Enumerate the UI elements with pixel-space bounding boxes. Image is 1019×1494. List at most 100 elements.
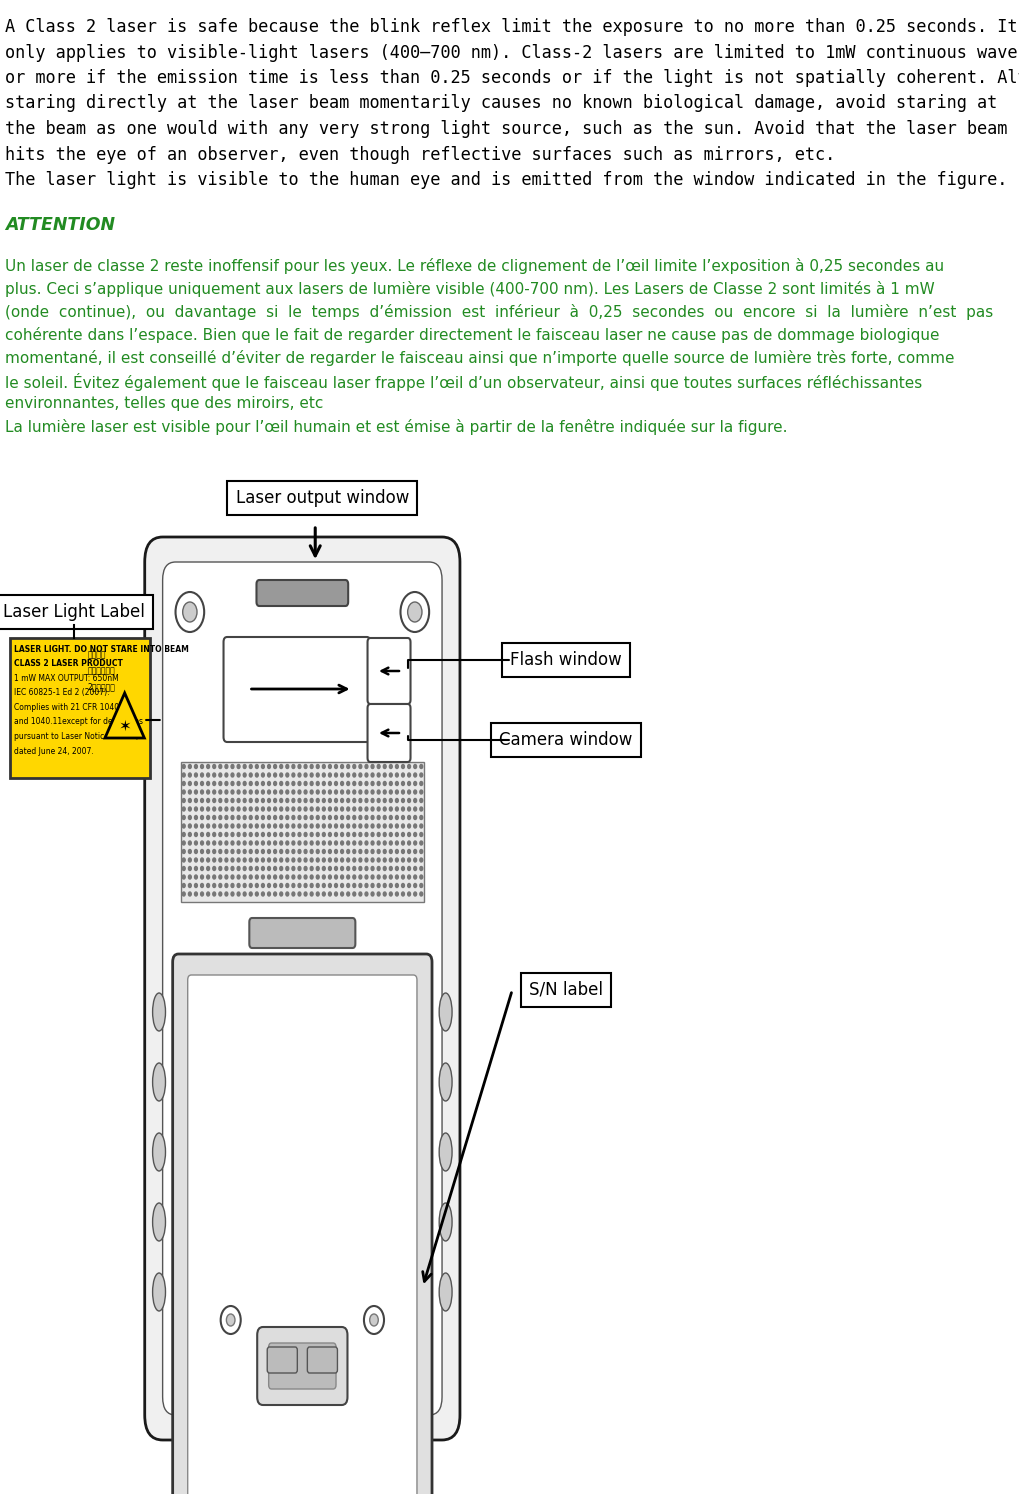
Circle shape: [244, 798, 247, 802]
Circle shape: [408, 858, 411, 862]
Circle shape: [274, 850, 276, 853]
Circle shape: [420, 841, 423, 846]
Text: LASER LIGHT. DO NOT STARE INTO BEAM: LASER LIGHT. DO NOT STARE INTO BEAM: [13, 645, 189, 654]
Circle shape: [237, 875, 240, 878]
Circle shape: [340, 832, 343, 837]
Text: only applies to visible-light lasers (400–700 nm). Class-2 lasers are limited to: only applies to visible-light lasers (40…: [5, 43, 1019, 61]
Circle shape: [359, 765, 362, 768]
Circle shape: [414, 765, 417, 768]
Circle shape: [298, 875, 301, 878]
Circle shape: [182, 850, 185, 853]
Circle shape: [401, 772, 405, 777]
Circle shape: [182, 832, 185, 837]
Circle shape: [408, 781, 411, 786]
FancyBboxPatch shape: [267, 1348, 298, 1373]
Circle shape: [383, 875, 386, 878]
Circle shape: [401, 867, 405, 871]
Circle shape: [244, 781, 247, 786]
Circle shape: [262, 875, 264, 878]
Circle shape: [316, 790, 319, 793]
Circle shape: [256, 807, 258, 811]
Circle shape: [408, 602, 422, 622]
Circle shape: [401, 798, 405, 802]
Circle shape: [286, 825, 288, 828]
Circle shape: [401, 781, 405, 786]
Circle shape: [346, 875, 350, 878]
Circle shape: [377, 832, 380, 837]
Circle shape: [231, 867, 234, 871]
Circle shape: [292, 816, 294, 820]
Circle shape: [359, 850, 362, 853]
Ellipse shape: [153, 1064, 165, 1101]
Circle shape: [414, 867, 417, 871]
Circle shape: [383, 850, 386, 853]
Circle shape: [353, 816, 356, 820]
Circle shape: [365, 883, 368, 887]
Circle shape: [201, 875, 204, 878]
FancyBboxPatch shape: [257, 1327, 347, 1404]
Circle shape: [244, 772, 247, 777]
Circle shape: [237, 790, 240, 793]
Text: Laser output window: Laser output window: [235, 489, 409, 506]
Circle shape: [408, 875, 411, 878]
Circle shape: [310, 892, 313, 896]
Circle shape: [225, 816, 228, 820]
Circle shape: [359, 883, 362, 887]
Circle shape: [328, 841, 331, 846]
Circle shape: [389, 841, 392, 846]
Circle shape: [334, 858, 337, 862]
Circle shape: [250, 892, 252, 896]
Circle shape: [244, 892, 247, 896]
Circle shape: [408, 892, 411, 896]
Circle shape: [340, 850, 343, 853]
Circle shape: [346, 790, 350, 793]
Circle shape: [262, 832, 264, 837]
Circle shape: [244, 816, 247, 820]
Circle shape: [377, 765, 380, 768]
Circle shape: [207, 798, 210, 802]
FancyBboxPatch shape: [180, 762, 424, 902]
Circle shape: [213, 867, 216, 871]
Ellipse shape: [153, 1273, 165, 1312]
Text: CLASS 2 LASER PRODUCT: CLASS 2 LASER PRODUCT: [13, 659, 122, 668]
Circle shape: [213, 858, 216, 862]
Circle shape: [189, 798, 192, 802]
Circle shape: [365, 875, 368, 878]
Circle shape: [401, 832, 405, 837]
Circle shape: [219, 816, 222, 820]
Circle shape: [365, 858, 368, 862]
Circle shape: [256, 765, 258, 768]
Circle shape: [262, 858, 264, 862]
Circle shape: [365, 892, 368, 896]
Circle shape: [201, 883, 204, 887]
Circle shape: [395, 832, 398, 837]
Circle shape: [274, 790, 276, 793]
Circle shape: [377, 850, 380, 853]
Circle shape: [365, 867, 368, 871]
Circle shape: [237, 883, 240, 887]
Circle shape: [414, 790, 417, 793]
Circle shape: [371, 892, 374, 896]
Circle shape: [237, 781, 240, 786]
Circle shape: [262, 798, 264, 802]
Circle shape: [237, 816, 240, 820]
Text: momentané, il est conseillé d’éviter de regarder le faisceau ainsi que n’importe: momentané, il est conseillé d’éviter de …: [5, 350, 955, 366]
Circle shape: [237, 807, 240, 811]
Circle shape: [182, 798, 185, 802]
FancyBboxPatch shape: [269, 1343, 336, 1389]
Circle shape: [298, 825, 301, 828]
Circle shape: [237, 798, 240, 802]
Circle shape: [371, 858, 374, 862]
Circle shape: [401, 765, 405, 768]
Circle shape: [207, 883, 210, 887]
Circle shape: [207, 772, 210, 777]
Text: cohérente dans l’espace. Bien que le fait de regarder directement le faisceau la: cohérente dans l’espace. Bien que le fai…: [5, 327, 940, 344]
Ellipse shape: [153, 1203, 165, 1242]
Ellipse shape: [439, 1064, 452, 1101]
Text: dated June 24, 2007.: dated June 24, 2007.: [13, 747, 94, 756]
Circle shape: [377, 867, 380, 871]
Circle shape: [353, 867, 356, 871]
Circle shape: [328, 858, 331, 862]
FancyBboxPatch shape: [172, 955, 432, 1494]
Circle shape: [420, 832, 423, 837]
